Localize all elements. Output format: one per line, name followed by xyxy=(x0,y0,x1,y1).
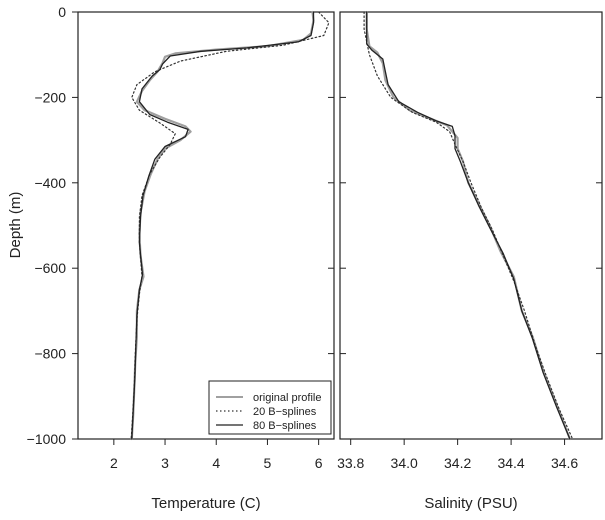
legend-label-original: original profile xyxy=(253,392,321,404)
depth-axis-ticks: 0 −200 −400 −600 −800 −1000 xyxy=(27,4,334,447)
legend: original profile 20 B−splines 80 B−splin… xyxy=(208,380,332,435)
salinity-series-original-profile xyxy=(365,10,572,441)
salinity-axis-ticks: 33.8 34.0 34.2 34.4 34.6 xyxy=(337,11,602,471)
salinity-series-group xyxy=(363,10,574,441)
legend-label-20-bsplines: 20 B−splines xyxy=(253,406,317,418)
temperature-plot-frame xyxy=(77,11,335,440)
temperature-tick-label: 4 xyxy=(212,455,220,471)
salinity-tick-label: 34.2 xyxy=(444,455,471,471)
temperature-panel: 0 −200 −400 −600 −800 −1000 2 3 4 5 6 Temperature… xyxy=(7,4,335,512)
depth-tick-label: −400 xyxy=(34,175,66,191)
temperature-series-group xyxy=(130,10,330,441)
temperature-tick-label: 6 xyxy=(315,455,323,471)
temperature-axis-label: Temperature (C) xyxy=(151,495,260,512)
salinity-tick-label: 34.4 xyxy=(497,455,524,471)
depth-tick-label: −800 xyxy=(34,346,66,362)
depth-tick-label: −200 xyxy=(34,89,66,105)
temperature-tick-label: 2 xyxy=(110,455,118,471)
temperature-series-80-b-splines xyxy=(131,11,315,440)
salinity-tick-label: 34.6 xyxy=(551,455,578,471)
salinity-axis-label: Salinity (PSU) xyxy=(424,495,517,512)
salinity-series-20-b-splines xyxy=(363,11,574,440)
temperature-series-original-profile xyxy=(130,10,315,441)
temperature-tick-label: 5 xyxy=(264,455,272,471)
temperature-tick-label: 3 xyxy=(161,455,169,471)
depth-tick-label: −1000 xyxy=(27,431,67,447)
salinity-panel: 33.8 34.0 34.2 34.4 34.6 Salinity (PSU) xyxy=(337,10,603,512)
depth-axis-label: Depth (m) xyxy=(7,192,24,259)
salinity-tick-label: 33.8 xyxy=(337,455,364,471)
temperature-axis-ticks: 2 3 4 5 6 xyxy=(110,439,323,471)
salinity-tick-label: 34.0 xyxy=(391,455,418,471)
depth-tick-label: −600 xyxy=(34,260,66,276)
salinity-series-80-b-splines xyxy=(366,11,571,440)
temperature-series-20-b-splines xyxy=(130,11,330,440)
depth-tick-label: 0 xyxy=(58,4,66,20)
legend-label-80-bsplines: 80 B−splines xyxy=(253,420,317,432)
salinity-plot-frame xyxy=(339,11,603,440)
